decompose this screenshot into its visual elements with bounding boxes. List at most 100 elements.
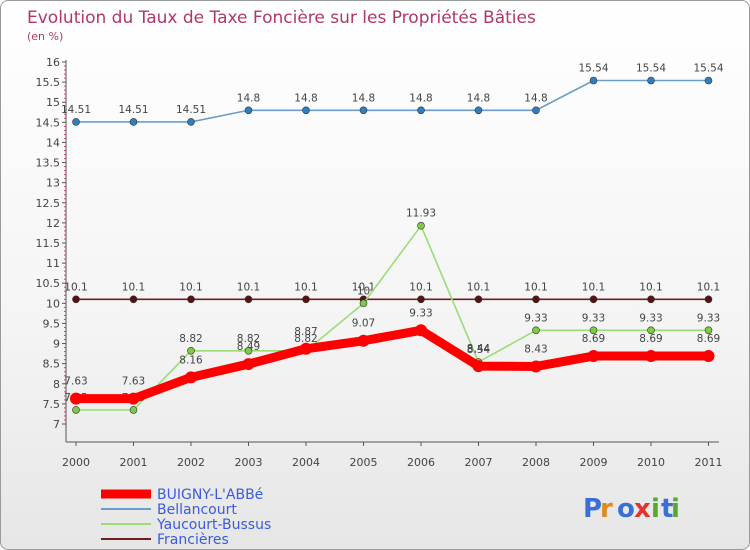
data-label: 10.1 [524,281,547,293]
x-tick-label: 2009 [580,456,608,469]
series-line [76,325,709,404]
data-label: 10.1 [467,281,490,293]
series-line [76,79,709,123]
x-tick-label: 2010 [637,456,665,469]
y-tick-label: 11.5 [36,237,61,250]
chart-title: Evolution du Taux de Taxe Foncière sur l… [27,8,536,28]
data-label: 14.51 [61,104,91,116]
legend: BUIGNY-L'ABBéBellancourtYaucourt-BussusF… [101,487,271,548]
y-tick-label: 10 [46,297,60,310]
data-point [187,295,195,304]
data-label: 10.1 [352,281,375,293]
y-tick-label: 9.5 [43,317,61,330]
data-point [472,360,485,373]
data-label: 8.44 [467,343,491,355]
data-label: 14.8 [467,92,490,104]
y-tick-label: 14 [46,136,60,149]
data-point [72,118,80,126]
logo-letter: P [583,494,602,524]
data-label: 9.33 [639,312,662,324]
data-label: 8.82 [237,333,260,345]
data-point [359,106,368,115]
data-label: 9.07 [352,318,375,330]
logo-letter: t [661,494,673,524]
data-point [242,358,255,371]
x-tick-label: 2006 [407,456,435,469]
y-tick-label: 16 [46,56,60,69]
data-label: 8.82 [179,333,202,345]
data-point [357,334,370,347]
data-point [704,76,713,85]
data-label: 8.69 [582,333,605,345]
x-tick-label: 2002 [177,456,205,469]
data-label: 9.33 [524,312,547,324]
data-point [70,392,82,405]
y-tick-label: 8.5 [43,358,61,371]
y-tick-label: 15.5 [36,76,61,89]
data-point [302,295,310,304]
data-point [417,221,425,230]
data-label: 8.69 [697,333,720,345]
data-point [647,76,655,85]
data-point [587,350,600,363]
data-label: 14.51 [118,104,148,116]
y-tick-label: 9 [53,338,60,351]
data-point [417,106,425,115]
data-label: 10.1 [697,281,720,293]
data-point [532,106,540,115]
data-point [302,106,310,115]
y-tick-label: 11 [46,257,60,270]
data-label: 10.1 [409,281,432,293]
data-point [474,106,483,115]
data-point [704,295,713,304]
data-label: 14.8 [352,92,375,104]
y-tick-label: 8 [53,378,60,391]
data-label: 15.54 [578,63,608,75]
data-point [72,295,80,304]
x-tick-label: 2007 [465,456,493,469]
data-label: 15.54 [636,63,666,75]
logo-letter: r [600,494,613,524]
legend-label: Bellancourt [157,502,237,518]
data-label: 7.63 [64,376,87,388]
data-point [702,350,715,363]
data-label: 10 [357,285,370,297]
data-label: 8.43 [524,343,547,355]
data-point [185,371,197,384]
data-point [415,324,427,337]
data-point [187,118,195,126]
y-tick-label: 12.5 [36,197,61,210]
data-label: 8.82 [294,333,317,345]
y-tick-label: 10.5 [36,277,61,290]
data-point [244,106,253,115]
data-point [532,326,540,335]
data-point [129,406,138,414]
x-tick-label: 2004 [292,456,320,469]
data-point [127,392,140,405]
series-line [76,224,709,411]
data-label: 10.1 [294,281,317,293]
proxiti-logo: Pr o x i ti [583,494,680,524]
logo-letter: x [634,494,651,524]
data-label: 14.8 [524,92,547,104]
data-label: 9.33 [582,312,605,324]
y-tick-group: 7 7.5 8 8.5 9 9.5 10 10.5 11 11.5 12 12.5 13 13.5 14 14… [36,56,66,431]
x-tick-label: 2008 [522,456,550,469]
data-label: 10.1 [122,281,145,293]
data-point [72,406,80,414]
x-tick-label: 2003 [235,456,263,469]
data-label: 8.54 [467,344,491,356]
chart-subtitle: (en %) [27,30,63,43]
data-label: 14.8 [237,92,260,104]
legend-label: Yaucourt-Bussus [156,517,271,533]
y-tick-label: 13 [46,177,60,190]
data-label: 14.8 [409,92,432,104]
data-point [647,326,655,335]
data-label: 7.63 [122,376,145,388]
y-tick-label: 7.5 [43,398,61,411]
x-tick-label: 2001 [120,456,148,469]
data-label: 10.1 [179,281,202,293]
data-point [645,350,657,363]
